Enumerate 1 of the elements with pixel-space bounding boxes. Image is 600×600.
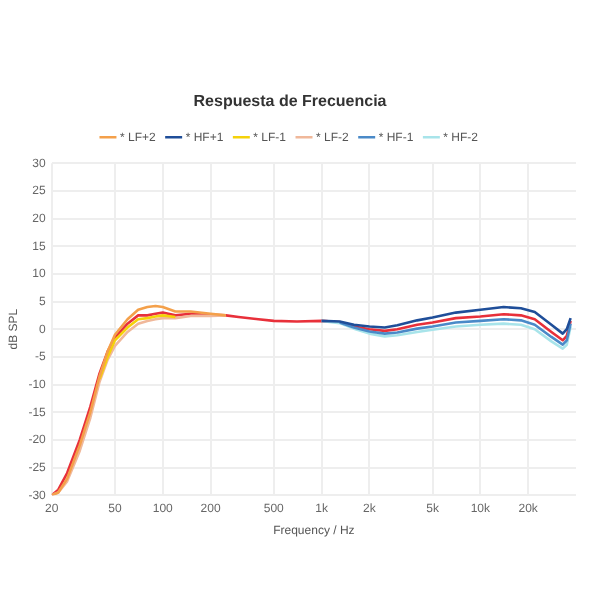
- chart-title: Respuesta de Frecuencia: [193, 92, 388, 111]
